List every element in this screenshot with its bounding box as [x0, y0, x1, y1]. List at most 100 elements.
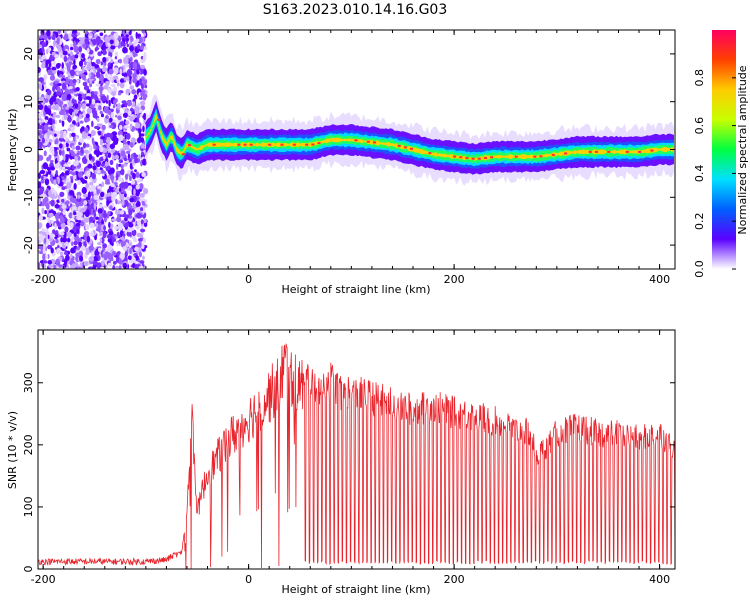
noise-speckle [121, 199, 125, 207]
noise-speckle [38, 119, 42, 123]
spectrogram-xtick-label: -200 [31, 273, 56, 286]
noise-speckle [64, 80, 70, 85]
noise-speckle [110, 236, 115, 243]
noise-speckle [144, 84, 148, 89]
spectrogram-ylabel: Frequency (Hz) [6, 109, 19, 192]
noise-speckle [49, 177, 54, 183]
noise-speckle [138, 238, 143, 242]
noise-speckle [135, 200, 141, 208]
noise-speckle [129, 227, 135, 231]
noise-speckle [138, 127, 142, 134]
noise-speckle [51, 35, 56, 41]
noise-speckle [106, 115, 110, 120]
noise-speckle [100, 163, 105, 167]
noise-speckle [114, 154, 119, 160]
noise-speckle [53, 179, 57, 186]
noise-speckle [51, 67, 57, 71]
noise-speckle [42, 162, 49, 170]
noise-speckle [58, 264, 64, 268]
noise-speckle [102, 56, 107, 63]
noise-speckle [76, 51, 80, 55]
noise-speckle [140, 143, 145, 150]
noise-speckle [43, 133, 48, 141]
noise-speckle [102, 51, 106, 56]
noise-speckle [66, 161, 72, 165]
noise-speckle [129, 197, 135, 203]
noise-speckle [47, 170, 52, 175]
noise-speckle [142, 158, 147, 166]
noise-speckle [68, 115, 72, 123]
noise-speckle [129, 247, 132, 255]
noise-speckle [66, 147, 71, 152]
noise-speckle [100, 136, 105, 140]
noise-speckle [91, 80, 95, 84]
noise-speckle [142, 219, 147, 224]
noise-speckle [55, 238, 59, 244]
noise-speckle [50, 193, 56, 200]
noise-speckle [79, 168, 84, 173]
noise-speckle [103, 106, 109, 114]
noise-speckle [98, 157, 104, 162]
noise-speckle [51, 119, 55, 124]
noise-speckle [99, 88, 103, 96]
spectrogram-xtick-label: 400 [649, 273, 670, 286]
noise-speckle [61, 82, 67, 90]
noise-speckle [88, 144, 93, 152]
noise-speckle [49, 159, 54, 163]
noise-speckle [46, 30, 51, 37]
noise-speckle [143, 188, 149, 195]
noise-speckle [107, 252, 112, 260]
noise-speckle [139, 45, 145, 51]
noise-speckle [82, 142, 87, 149]
noise-speckle [55, 62, 61, 69]
noise-speckle [106, 233, 112, 239]
noise-speckle [40, 194, 46, 200]
noise-speckle [42, 260, 48, 264]
noise-speckle [91, 66, 95, 70]
noise-speckle [124, 173, 129, 180]
noise-speckle [71, 263, 77, 269]
noise-speckle [142, 112, 147, 121]
noise-speckle [92, 208, 96, 215]
noise-speckle [122, 131, 128, 135]
noise-speckle [43, 264, 47, 269]
noise-speckle [127, 110, 132, 116]
colorbar-tick-label: 0.4 [693, 165, 706, 183]
snr-ylabel: SNR (10 * v/v) [6, 411, 19, 489]
noise-speckle [95, 160, 102, 168]
noise-speckle [68, 88, 74, 94]
noise-speckle [83, 260, 89, 267]
noise-speckle [38, 181, 42, 189]
noise-speckle [117, 209, 121, 215]
noise-speckle [92, 30, 97, 34]
snr-frame [37, 329, 676, 570]
noise-speckle [61, 186, 66, 191]
noise-speckle [39, 86, 42, 90]
noise-speckle [76, 79, 80, 84]
noise-speckle [117, 92, 122, 96]
noise-speckle [54, 80, 59, 84]
noise-speckle [80, 207, 87, 213]
noise-speckle [63, 163, 69, 167]
noise-speckle [43, 110, 46, 116]
noise-speckle [97, 225, 101, 232]
noise-speckle [67, 237, 71, 243]
noise-speckle [112, 264, 116, 269]
noise-speckle [109, 238, 112, 243]
noise-speckle [132, 77, 138, 84]
noise-speckle [94, 234, 98, 241]
noise-speckle [47, 260, 53, 265]
noise-speckle [85, 196, 91, 201]
noise-speckle [48, 210, 54, 214]
noise-speckle [92, 156, 95, 162]
noise-speckle [61, 94, 67, 102]
noise-speckle [122, 144, 127, 151]
noise-speckle [92, 140, 95, 146]
noise-speckle [141, 30, 146, 34]
noise-speckle [133, 114, 138, 118]
noise-speckle [38, 197, 41, 205]
noise-speckle [88, 73, 92, 78]
noise-speckle [109, 124, 114, 129]
noise-speckle [95, 83, 101, 87]
noise-speckle [70, 178, 74, 184]
